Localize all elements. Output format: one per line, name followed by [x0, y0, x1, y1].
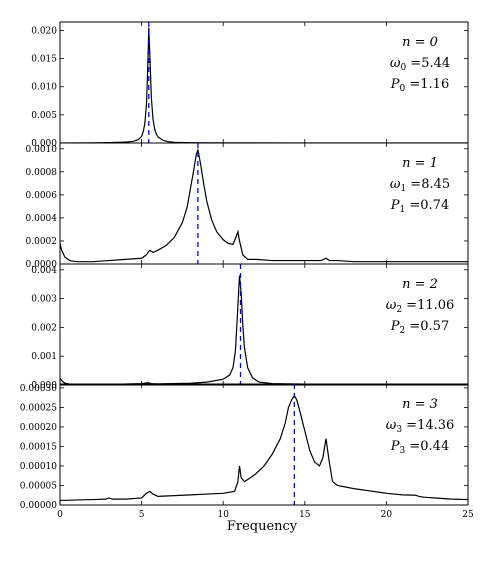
panel-0: 0.000 0.005 0.010 0.015 0.020 n = 0 ω0 =5.44 P0…: [31, 21, 469, 149]
y-tick-label-3-3: 0.00015: [20, 442, 57, 452]
x-axis-label: Frequency: [227, 519, 298, 534]
spectrum-line-0: [60, 27, 468, 143]
annotation-p-0: P0 =1.16: [390, 77, 449, 94]
annotation-p-2: P2 =0.57: [390, 319, 449, 336]
y-tick-label-1-5: 0.0010: [26, 145, 58, 155]
annotation-omega-3: ω3 =14.36: [386, 418, 455, 435]
y-tick-label-3-5: 0.00025: [20, 403, 57, 413]
y-tick-label-3-6: 0.00030: [20, 384, 57, 394]
x-tick-label-2: 10: [217, 510, 229, 520]
y-tick-label-2-2: 0.002: [31, 323, 57, 333]
annotation-n-0: n = 0: [402, 35, 438, 50]
panels: 0.000 0.005 0.010 0.015 0.020 n = 0 ω0 =5.44 P0…: [20, 21, 469, 511]
y-tick-label-0-1: 0.005: [31, 111, 57, 121]
x-tick-label-4: 20: [381, 510, 393, 520]
panel-2: 0.000 0.001 0.002 0.003 0.004 n = 2 ω2 =11.06 P…: [31, 263, 469, 391]
panel-3: 0.00000 0.00005 0.00010 0.00015 0.00020 0.000…: [20, 383, 469, 511]
x-tick-label-1: 5: [139, 510, 145, 520]
annotation-omega-2: ω2 =11.06: [386, 298, 455, 315]
x-axis: 0 5 10 15 20 25: [57, 510, 474, 520]
y-tick-label-1-4: 0.0008: [26, 168, 58, 178]
y-tick-label-2-0: 0.000: [31, 381, 57, 391]
y-tick-label-2-4: 0.004: [31, 266, 57, 276]
annotation-n-3: n = 3: [402, 397, 438, 412]
y-tick-label-3-4: 0.00020: [20, 423, 57, 433]
y-tick-label-1-3: 0.0006: [26, 191, 58, 201]
annotation-n-1: n = 1: [402, 156, 438, 171]
y-tick-label-2-3: 0.003: [31, 295, 57, 305]
x-tick-label-0: 0: [57, 510, 63, 520]
x-tick-label-3: 15: [299, 510, 311, 520]
annotation-p-1: P1 =0.74: [390, 198, 449, 215]
spectrum-line-1: [60, 147, 468, 263]
y-tick-label-0-4: 0.020: [31, 26, 57, 36]
annotation-omega-1: ω1 =8.45: [390, 177, 450, 194]
y-tick-label-3-2: 0.00010: [20, 462, 57, 472]
y-tick-label-0-0: 0.000: [31, 139, 57, 149]
y-tick-label-3-0: 0.00000: [20, 501, 57, 511]
annotation-n-2: n = 2: [402, 277, 438, 292]
spectrum-line-3: [60, 394, 468, 501]
panel-frame-3: [59, 383, 469, 506]
annotation-p-3: P3 =0.44: [390, 439, 449, 456]
y-tick-label-2-1: 0.001: [31, 352, 57, 362]
y-tick-label-1-1: 0.0002: [26, 237, 58, 247]
y-tick-label-1-2: 0.0004: [26, 214, 58, 224]
annotation-omega-0: ω0 =5.44: [390, 56, 450, 73]
x-tick-label-5: 25: [462, 510, 474, 520]
panel-1: 0.0000 0.0002 0.0004 0.0006 0.0008 0.0010 n = …: [26, 142, 469, 270]
y-tick-label-1-0: 0.0000: [26, 260, 58, 270]
panel-frame-2: [59, 263, 469, 386]
y-tick-label-3-1: 0.00005: [20, 481, 57, 491]
y-tick-label-0-3: 0.015: [31, 55, 57, 65]
y-tick-label-0-2: 0.010: [31, 83, 57, 93]
